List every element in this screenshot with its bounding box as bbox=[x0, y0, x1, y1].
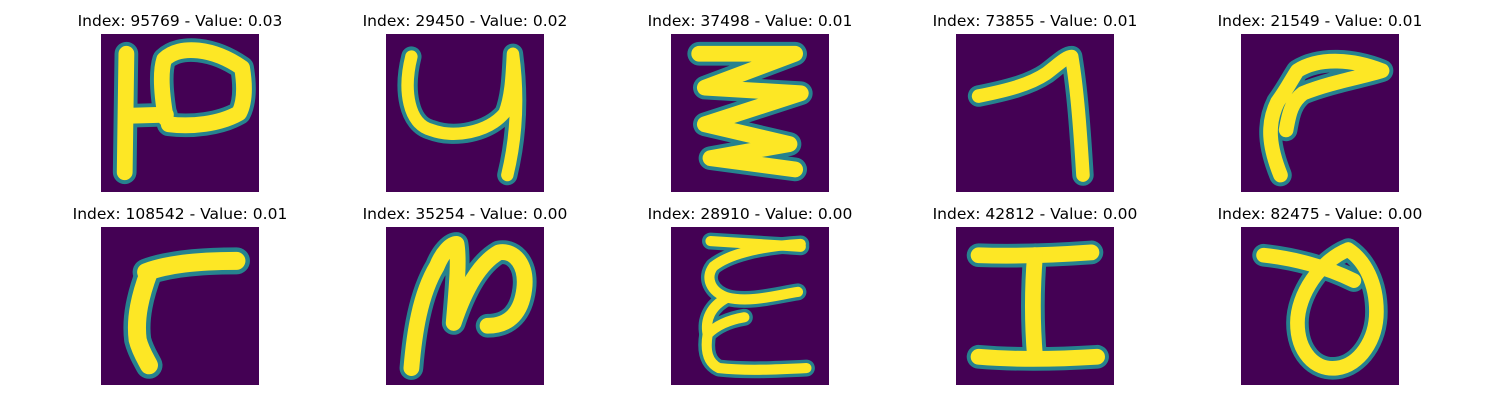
character-image bbox=[671, 34, 829, 192]
character-image bbox=[956, 227, 1114, 385]
panel-title: Index: 28910 - Value: 0.00 bbox=[647, 205, 853, 223]
character-image bbox=[1241, 34, 1399, 192]
character-image bbox=[956, 34, 1114, 192]
panel-title: Index: 21549 - Value: 0.01 bbox=[1217, 12, 1423, 30]
panel-title: Index: 82475 - Value: 0.00 bbox=[1217, 205, 1423, 223]
character-image bbox=[1241, 227, 1399, 385]
panel-title: Index: 108542 - Value: 0.01 bbox=[72, 205, 288, 223]
panel-title: Index: 42812 - Value: 0.00 bbox=[932, 205, 1138, 223]
character-image bbox=[386, 34, 544, 192]
panel-title: Index: 37498 - Value: 0.01 bbox=[647, 12, 853, 30]
character-image bbox=[671, 227, 829, 385]
character-image bbox=[386, 227, 544, 385]
panel-title: Index: 73855 - Value: 0.01 bbox=[932, 12, 1138, 30]
character-image bbox=[101, 34, 259, 192]
panel-title: Index: 29450 - Value: 0.02 bbox=[362, 12, 568, 30]
character-image bbox=[101, 227, 259, 385]
panel-title: Index: 95769 - Value: 0.03 bbox=[77, 12, 283, 30]
panel-title: Index: 35254 - Value: 0.00 bbox=[362, 205, 568, 223]
